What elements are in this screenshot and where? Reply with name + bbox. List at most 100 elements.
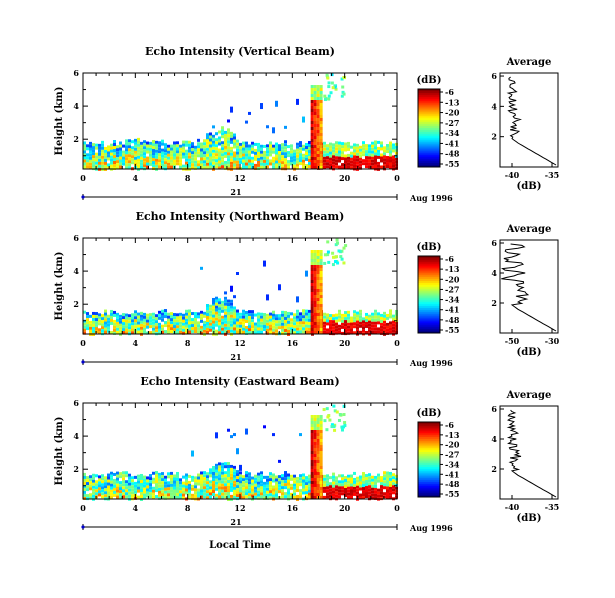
heatmap-cell <box>113 478 116 482</box>
heatmap-cell <box>245 156 248 160</box>
heatmap-cell <box>107 329 110 333</box>
heatmap-cell <box>230 299 233 303</box>
heatmap-cell <box>92 320 95 324</box>
heatmap-cell <box>194 151 197 155</box>
heatmap-cell <box>319 469 323 472</box>
heatmap-cell <box>310 268 314 271</box>
heatmap-cell <box>275 314 278 318</box>
heatmap-cell <box>353 316 356 320</box>
heatmap-cell <box>146 494 149 498</box>
heatmap-cell <box>224 320 227 324</box>
heatmap-cell <box>197 321 200 325</box>
heatmap-cell <box>182 487 185 491</box>
heatmap-cell <box>173 325 176 329</box>
heatmap-cell <box>368 147 371 151</box>
heatmap-cell <box>161 157 164 161</box>
heatmap-cell <box>161 493 164 497</box>
heatmap-cell <box>389 474 392 478</box>
colorbar-step <box>418 472 440 475</box>
heatmap-cell <box>313 154 317 157</box>
heatmap-cell <box>266 294 269 301</box>
heatmap-cell <box>191 484 194 488</box>
heatmap-cell <box>92 155 95 159</box>
heatmap-cell <box>206 331 209 335</box>
heatmap-cell <box>310 277 314 280</box>
heatmap-cell <box>104 146 107 150</box>
heatmap-cell <box>185 491 188 495</box>
heatmap-cell <box>149 141 152 145</box>
heatmap-cell <box>233 483 236 487</box>
heatmap-cell <box>386 486 389 490</box>
heatmap-cell <box>230 488 233 492</box>
heatmap-cell <box>107 494 110 498</box>
heatmap-cell <box>319 97 323 100</box>
heatmap-cell <box>313 493 317 496</box>
heatmap-cell <box>310 496 314 499</box>
heatmap-cell <box>284 483 287 487</box>
colorbar-step <box>418 163 440 166</box>
heatmap-cell <box>333 409 337 413</box>
heatmap-cell <box>313 151 317 154</box>
colorbar-step <box>418 296 440 299</box>
heatmap-cell <box>203 486 206 490</box>
heatmap-cell <box>245 159 248 163</box>
heatmap-cell <box>323 483 326 487</box>
heatmap-cell <box>251 165 254 169</box>
heatmap-cell <box>392 146 395 150</box>
heatmap-cell <box>266 144 269 148</box>
heatmap-cell <box>313 421 317 424</box>
heatmap-cell <box>374 161 377 165</box>
heatmap-cell <box>284 331 287 335</box>
heatmap-cell <box>194 482 197 486</box>
heatmap-cell <box>236 142 239 146</box>
heatmap-cell <box>302 485 305 489</box>
heatmap-cell <box>310 295 314 298</box>
heatmap-cell <box>227 482 230 486</box>
heatmap-cell <box>98 478 101 482</box>
heatmap-cell <box>362 496 365 500</box>
heatmap-cell <box>200 325 203 329</box>
heatmap-cell <box>254 142 257 146</box>
heatmap-cell <box>170 162 173 166</box>
heatmap-cell <box>337 249 341 253</box>
x-tick-label: 16 <box>287 338 299 348</box>
heatmap-cell <box>107 320 110 324</box>
heatmap-cell <box>299 495 302 499</box>
heatmap-cell <box>194 494 197 498</box>
heatmap-cell <box>350 477 353 481</box>
heatmap-cell <box>359 484 362 488</box>
heatmap-cell <box>272 479 275 483</box>
heatmap-cell <box>122 474 125 478</box>
heatmap-cell <box>239 474 242 478</box>
heatmap-cell <box>389 471 392 475</box>
heatmap-cell <box>359 321 362 325</box>
heatmap-cell <box>308 318 311 322</box>
heatmap-cell <box>287 491 290 495</box>
heatmap-cell <box>113 484 116 488</box>
heatmap-cell <box>281 474 284 478</box>
heatmap-cell <box>170 483 173 487</box>
heatmap-cell <box>319 421 323 424</box>
heatmap-cell <box>323 162 326 166</box>
heatmap-cell <box>281 495 284 499</box>
heatmap-cell <box>327 81 331 85</box>
heatmap-cell <box>251 488 254 492</box>
y-tick-label: 4 <box>73 431 79 441</box>
heatmap-cell <box>230 152 233 156</box>
heatmap-cell <box>107 317 110 321</box>
heatmap-cell <box>116 324 119 328</box>
heatmap-cell <box>95 489 98 493</box>
heatmap-cell <box>221 324 224 328</box>
heatmap-cell <box>332 314 335 318</box>
heatmap-cell <box>293 474 296 478</box>
heatmap-cell <box>302 491 305 495</box>
heatmap-cell <box>218 328 221 332</box>
heatmap-cell <box>194 318 197 322</box>
heatmap-cell <box>83 481 86 485</box>
heatmap-cell <box>275 160 278 164</box>
heatmap-cell <box>377 315 380 319</box>
heatmap-cell <box>316 106 320 109</box>
heatmap-cell <box>319 328 323 331</box>
heatmap-cell <box>313 445 317 448</box>
heatmap-cell <box>269 141 272 145</box>
